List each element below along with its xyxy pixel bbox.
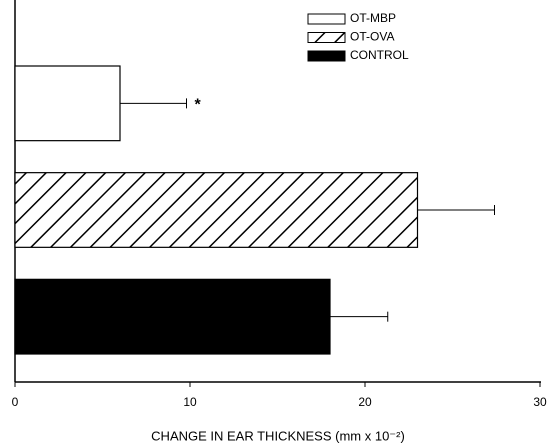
bar [14, 172, 419, 248]
legend-label: OT-MBP [350, 11, 396, 25]
x-tick-label: 20 [358, 395, 372, 409]
legend-label: OT-OVA [350, 30, 394, 44]
x-tick-label: 0 [12, 395, 19, 409]
legend-label: CONTROL [350, 48, 409, 62]
annotation: * [195, 97, 202, 114]
x-axis-label: CHANGE IN EAR THICKNESS (mm x 10⁻²) [151, 428, 405, 443]
legend-swatch [307, 50, 346, 62]
legend-swatch [307, 13, 346, 25]
x-tick-label: 10 [183, 395, 197, 409]
bar [14, 65, 121, 142]
legend-swatch [307, 32, 346, 43]
bar [14, 278, 331, 355]
x-tick-label: 30 [533, 395, 547, 409]
